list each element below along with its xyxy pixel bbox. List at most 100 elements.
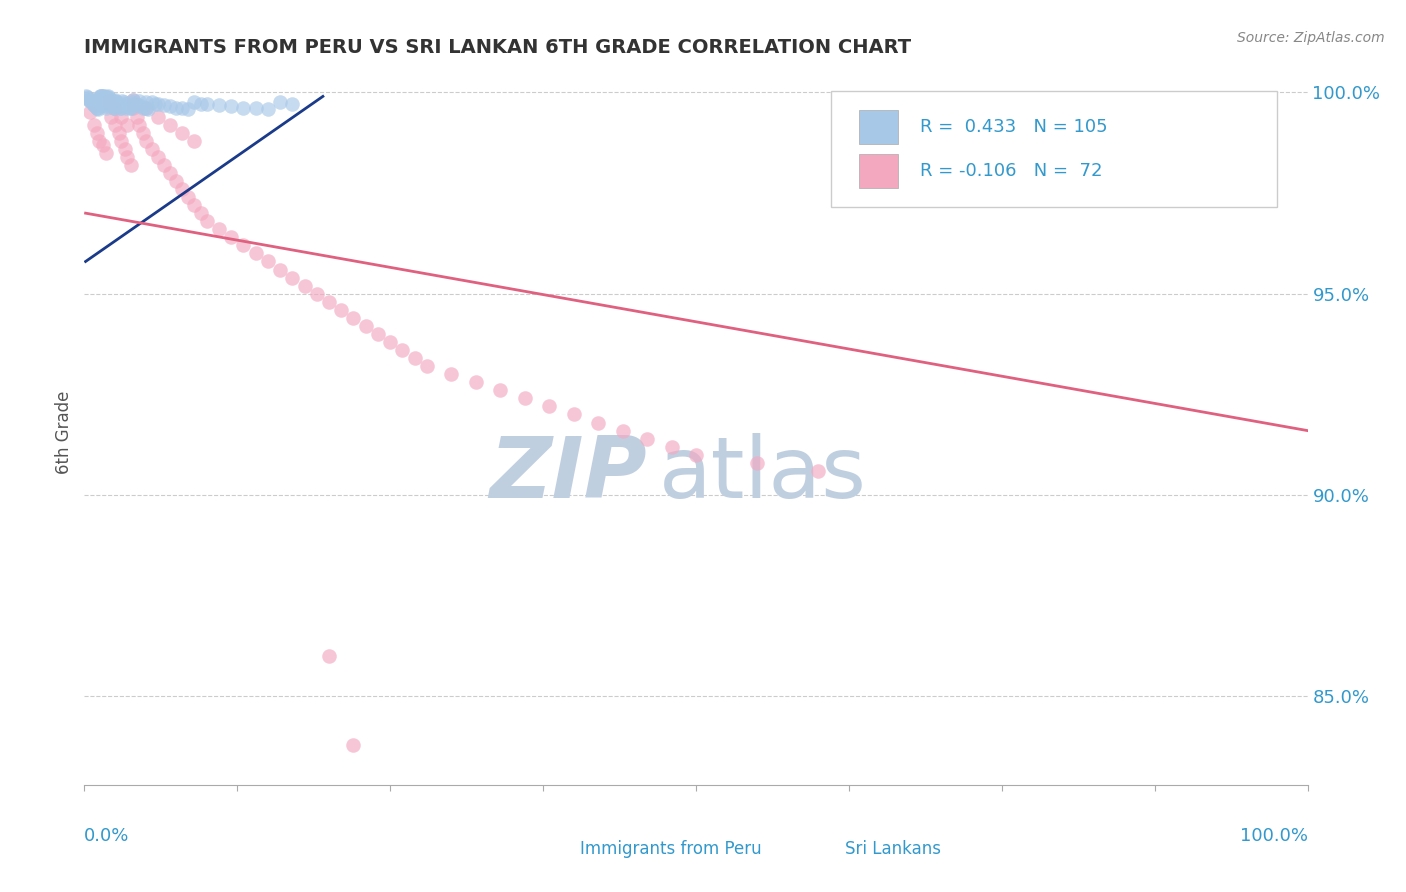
Point bbox=[165, 174, 187, 188]
Point bbox=[101, 99, 124, 113]
Y-axis label: 6th Grade: 6th Grade bbox=[55, 391, 73, 475]
Point bbox=[120, 102, 142, 116]
Point bbox=[110, 102, 132, 116]
Point bbox=[111, 94, 134, 108]
Point bbox=[117, 99, 139, 113]
Point bbox=[190, 96, 212, 111]
Point bbox=[146, 110, 169, 124]
Point bbox=[183, 95, 205, 110]
Point bbox=[354, 318, 377, 333]
Point bbox=[219, 99, 242, 113]
Point bbox=[636, 432, 658, 446]
Point bbox=[103, 102, 125, 116]
Point bbox=[219, 230, 242, 244]
Point bbox=[115, 97, 138, 112]
Point bbox=[318, 294, 340, 309]
Text: R =  0.433   N = 105: R = 0.433 N = 105 bbox=[920, 118, 1108, 136]
Point bbox=[100, 96, 122, 111]
Point bbox=[97, 94, 120, 108]
Point bbox=[115, 98, 138, 112]
Point bbox=[562, 408, 585, 422]
Point bbox=[91, 88, 114, 103]
Point bbox=[121, 95, 143, 110]
Point bbox=[120, 158, 142, 172]
Point bbox=[112, 99, 135, 113]
Point bbox=[97, 97, 120, 112]
Point bbox=[172, 182, 194, 196]
Point bbox=[380, 334, 402, 349]
Point bbox=[112, 95, 135, 110]
Point bbox=[79, 105, 101, 120]
Point bbox=[612, 424, 634, 438]
Point bbox=[159, 166, 181, 180]
Point bbox=[110, 134, 132, 148]
Point bbox=[118, 101, 141, 115]
Point bbox=[97, 89, 120, 103]
Point bbox=[122, 102, 145, 116]
Point bbox=[83, 98, 105, 112]
Point bbox=[807, 464, 830, 478]
Point bbox=[94, 97, 117, 112]
Point bbox=[115, 150, 138, 164]
Point bbox=[232, 238, 254, 252]
Point bbox=[98, 95, 121, 110]
Point bbox=[89, 95, 111, 110]
Point bbox=[96, 99, 118, 113]
Point bbox=[105, 96, 128, 111]
Point bbox=[128, 94, 150, 108]
Point bbox=[100, 110, 122, 124]
Point bbox=[257, 254, 280, 268]
Point bbox=[87, 103, 110, 117]
Point bbox=[195, 214, 218, 228]
Point bbox=[103, 101, 125, 115]
Text: Sri Lankans: Sri Lankans bbox=[845, 840, 941, 858]
Point bbox=[125, 97, 148, 112]
Point bbox=[125, 110, 148, 124]
Point bbox=[107, 97, 129, 112]
Point bbox=[661, 440, 683, 454]
Text: ZIP: ZIP bbox=[489, 434, 647, 516]
Point bbox=[132, 126, 155, 140]
Point bbox=[141, 95, 163, 110]
Point bbox=[122, 94, 145, 108]
Point bbox=[91, 137, 114, 152]
Point bbox=[87, 93, 110, 107]
Point bbox=[146, 150, 169, 164]
Point bbox=[79, 94, 101, 108]
Point bbox=[132, 101, 155, 115]
Point bbox=[122, 96, 145, 111]
Point bbox=[86, 101, 108, 115]
Point bbox=[93, 89, 115, 103]
Text: 100.0%: 100.0% bbox=[1240, 827, 1308, 846]
Point bbox=[489, 384, 512, 398]
Point bbox=[183, 198, 205, 212]
Point bbox=[294, 278, 316, 293]
Point bbox=[86, 102, 108, 116]
Point bbox=[86, 126, 108, 140]
Point bbox=[513, 392, 536, 406]
Point bbox=[76, 90, 98, 104]
Point bbox=[257, 103, 280, 117]
Point bbox=[122, 94, 145, 108]
Point bbox=[135, 102, 157, 116]
FancyBboxPatch shape bbox=[859, 110, 898, 144]
Point bbox=[747, 456, 769, 470]
Text: 0.0%: 0.0% bbox=[84, 827, 129, 846]
Point bbox=[89, 96, 111, 111]
Point bbox=[77, 93, 100, 107]
Point bbox=[83, 118, 105, 132]
Text: atlas: atlas bbox=[659, 434, 868, 516]
Point bbox=[107, 99, 129, 113]
Point bbox=[105, 96, 128, 111]
Point bbox=[96, 145, 118, 160]
Point bbox=[232, 101, 254, 115]
Point bbox=[97, 94, 120, 108]
Point bbox=[110, 110, 132, 124]
Point bbox=[108, 101, 131, 115]
Point bbox=[104, 102, 127, 116]
Point bbox=[190, 206, 212, 220]
Point bbox=[129, 99, 152, 113]
Point bbox=[128, 118, 150, 132]
Point bbox=[305, 286, 328, 301]
Point bbox=[416, 359, 439, 374]
